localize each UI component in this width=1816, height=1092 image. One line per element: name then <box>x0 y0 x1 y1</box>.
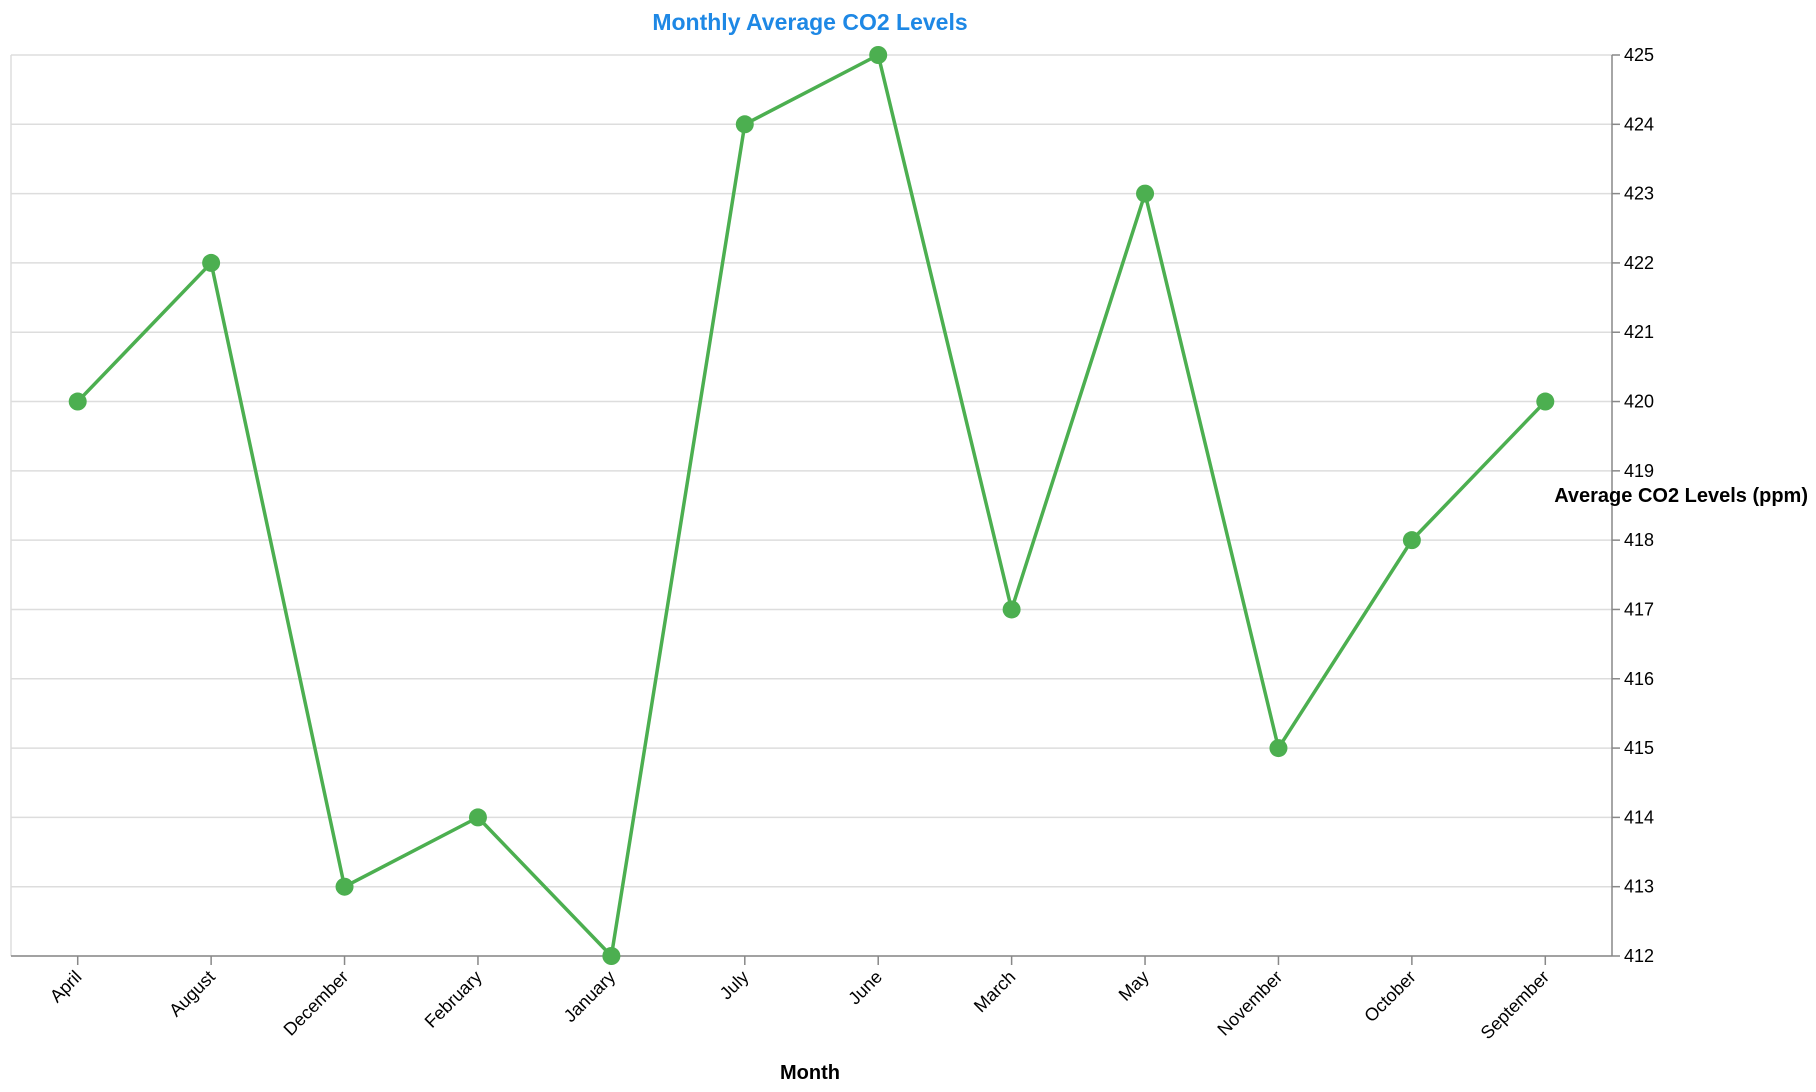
data-point[interactable] <box>202 253 221 272</box>
series-co2 <box>68 46 1555 965</box>
y-tick-label: 414 <box>1624 807 1654 827</box>
y-tick-label: 424 <box>1624 114 1654 134</box>
x-tick-label: January <box>560 967 619 1026</box>
x-tick-label: November <box>1213 967 1286 1040</box>
y-tick-label: 415 <box>1624 738 1654 758</box>
x-tick-label: February <box>421 967 486 1032</box>
x-tick-label: June <box>844 967 886 1009</box>
y-tick-label: 417 <box>1624 599 1654 619</box>
x-tick-label: April <box>46 967 86 1007</box>
y-tick-label: 413 <box>1624 877 1654 897</box>
y-tick-label: 420 <box>1624 392 1654 412</box>
grid-lines <box>10 54 1612 957</box>
data-point[interactable] <box>602 947 621 965</box>
data-point[interactable] <box>1002 600 1021 619</box>
y-tick-label: 416 <box>1624 669 1654 689</box>
data-point[interactable] <box>468 808 487 827</box>
x-tick-label: July <box>716 967 753 1004</box>
data-point[interactable] <box>869 46 888 64</box>
data-point[interactable] <box>1402 531 1421 550</box>
y-tick-label: 421 <box>1624 322 1654 342</box>
data-point[interactable] <box>1136 184 1155 203</box>
series-line <box>76 53 1547 958</box>
data-point[interactable] <box>335 877 354 896</box>
y-tick-label: 419 <box>1624 461 1654 481</box>
y-axis-title: Average CO2 Levels (ppm) <box>1554 485 1808 507</box>
y-tick-label: 418 <box>1624 530 1654 550</box>
x-tick-label: August <box>165 967 219 1021</box>
data-point[interactable] <box>735 115 754 134</box>
data-point[interactable] <box>68 392 87 411</box>
y-tick-label: 423 <box>1624 184 1654 204</box>
data-point[interactable] <box>1536 392 1555 411</box>
x-tick-label: December <box>280 967 353 1040</box>
x-tick-label: March <box>970 967 1020 1017</box>
y-tick-label: 412 <box>1624 946 1654 966</box>
y-tick-label: 425 <box>1624 45 1654 65</box>
x-tick-label: September <box>1477 967 1553 1043</box>
data-point[interactable] <box>1269 739 1288 758</box>
chart-title: Monthly Average CO2 Levels <box>652 9 967 35</box>
x-axis-title: Month <box>780 1062 840 1084</box>
x-tick-label: May <box>1115 967 1153 1005</box>
x-tick-label: October <box>1360 967 1419 1026</box>
y-tick-label: 422 <box>1624 253 1654 273</box>
